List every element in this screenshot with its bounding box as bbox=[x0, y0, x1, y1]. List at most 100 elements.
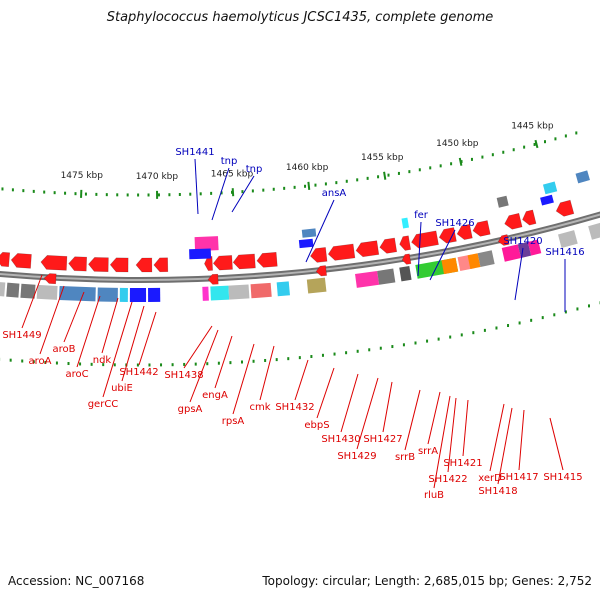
reverse-gene-box bbox=[527, 239, 542, 256]
outer-tick-dot bbox=[147, 193, 150, 197]
major-tick bbox=[383, 171, 387, 180]
inner-tick-dot bbox=[553, 313, 556, 317]
outer-gene-label: SH1426 bbox=[435, 218, 474, 229]
inner-tick-dot bbox=[507, 324, 510, 328]
outer-tick-dot bbox=[554, 137, 557, 141]
inner-label-leader bbox=[382, 381, 393, 433]
outer-tick-dot bbox=[168, 193, 171, 197]
outer-label-leader bbox=[514, 247, 524, 301]
inner-label-leader bbox=[294, 359, 309, 401]
outer-tick-dot bbox=[283, 186, 286, 190]
inner-gene-label: SH1449 bbox=[2, 330, 41, 341]
inner-tick-dot bbox=[518, 321, 521, 325]
small-gene-arrow bbox=[401, 253, 412, 265]
outer-tick-dot bbox=[105, 193, 108, 197]
inner-label-leader bbox=[232, 343, 255, 415]
reverse-gene-box bbox=[517, 241, 532, 259]
reverse-gene-box bbox=[558, 230, 578, 248]
outer-label-leader bbox=[194, 158, 199, 215]
inner-gene-label: SH1415 bbox=[543, 472, 582, 483]
major-tick bbox=[458, 157, 463, 166]
outer-tick-dot bbox=[575, 131, 578, 135]
outer-label-leader bbox=[429, 229, 456, 281]
outer-tick-dot bbox=[356, 178, 359, 182]
reverse-gene-box bbox=[58, 286, 96, 302]
inner-tick-dot bbox=[576, 307, 579, 311]
reverse-gene-box bbox=[399, 265, 412, 282]
outer-tick-dot bbox=[137, 193, 140, 197]
inner-gene-label: aroB bbox=[53, 344, 76, 355]
outer-feature-block bbox=[542, 181, 558, 195]
inner-label-leader bbox=[447, 397, 457, 473]
outer-tick-dot bbox=[418, 168, 421, 172]
outer-tick-dot bbox=[470, 157, 473, 161]
forward-gene-arrow bbox=[256, 251, 278, 268]
outer-tick-dot bbox=[544, 140, 547, 144]
inner-label-leader bbox=[518, 409, 525, 471]
kbp-label: 1470 kbp bbox=[136, 172, 179, 182]
inner-tick-dot bbox=[240, 360, 243, 364]
outer-tick-dot bbox=[564, 134, 567, 138]
forward-gene-arrow bbox=[68, 256, 88, 272]
kbp-label: 1460 kbp bbox=[286, 163, 329, 173]
inner-tick-dot bbox=[171, 363, 174, 367]
inner-gene-label: engA bbox=[202, 390, 228, 401]
outer-tick-dot bbox=[84, 192, 87, 196]
forward-gene-arrow bbox=[0, 251, 11, 268]
outer-feature-block bbox=[298, 238, 314, 249]
reverse-gene-box bbox=[129, 287, 147, 302]
forward-gene-arrow bbox=[555, 199, 575, 217]
kbp-label: 1475 kbp bbox=[61, 171, 104, 181]
reverse-gene-box bbox=[36, 284, 58, 300]
reverse-gene-box bbox=[477, 250, 495, 267]
outer-label-leader bbox=[305, 199, 335, 263]
forward-gene-arrow bbox=[153, 257, 169, 273]
inner-gene-label: ubiE bbox=[111, 383, 133, 394]
outer-label-leader bbox=[417, 221, 422, 277]
inner-gene-label: SH1442 bbox=[119, 367, 158, 378]
genome-summary-text: Topology: circular; Length: 2,685,015 bp… bbox=[262, 574, 592, 588]
inner-tick-dot bbox=[206, 362, 209, 366]
kbp-label: 1465 kbp bbox=[211, 169, 254, 179]
small-gene-arrow bbox=[315, 265, 328, 277]
reverse-gene-box bbox=[588, 222, 600, 240]
forward-gene-arrow bbox=[379, 237, 398, 254]
outer-gene-label: SH1441 bbox=[175, 147, 214, 158]
forward-gene-arrow bbox=[411, 230, 439, 249]
inner-tick-dot bbox=[55, 361, 58, 365]
inner-tick-dot bbox=[345, 351, 348, 355]
kbp-label: 1450 kbp bbox=[436, 139, 479, 149]
inner-tick-dot bbox=[183, 362, 186, 366]
inner-label-leader bbox=[259, 345, 275, 401]
outer-gene-label: tnp bbox=[221, 156, 238, 167]
inner-label-leader bbox=[404, 389, 421, 451]
inner-label-leader bbox=[549, 417, 564, 471]
inner-tick-dot bbox=[472, 331, 475, 335]
inner-tick-dot bbox=[90, 362, 93, 366]
inner-tick-dot bbox=[9, 358, 12, 362]
outer-tick-dot bbox=[512, 148, 515, 152]
outer-gene-label: tnp bbox=[246, 164, 263, 175]
inner-tick-dot bbox=[298, 356, 301, 360]
inner-tick-dot bbox=[530, 318, 533, 322]
outer-tick-dot bbox=[502, 150, 505, 154]
outer-tick-dot bbox=[533, 142, 536, 146]
inner-gene-label: rpsA bbox=[222, 416, 245, 427]
outer-feature-block bbox=[540, 194, 554, 206]
inner-gene-label: SH1422 bbox=[428, 474, 467, 485]
outer-tick-dot bbox=[178, 192, 181, 196]
inner-gene-label: xerD bbox=[478, 473, 502, 484]
outer-tick-dot bbox=[1, 187, 4, 191]
forward-gene-arrow bbox=[212, 255, 233, 271]
inner-gene-label: ebpS bbox=[304, 420, 329, 431]
reverse-gene-box bbox=[355, 270, 380, 288]
outer-tick-dot bbox=[241, 190, 244, 194]
reverse-gene-box bbox=[250, 282, 272, 299]
inner-tick-dot bbox=[194, 362, 197, 366]
outer-tick-dot bbox=[523, 145, 526, 149]
inner-tick-dot bbox=[67, 362, 70, 366]
inner-tick-dot bbox=[495, 326, 498, 330]
reverse-gene-box bbox=[228, 284, 250, 300]
outer-tick-dot bbox=[335, 181, 338, 185]
